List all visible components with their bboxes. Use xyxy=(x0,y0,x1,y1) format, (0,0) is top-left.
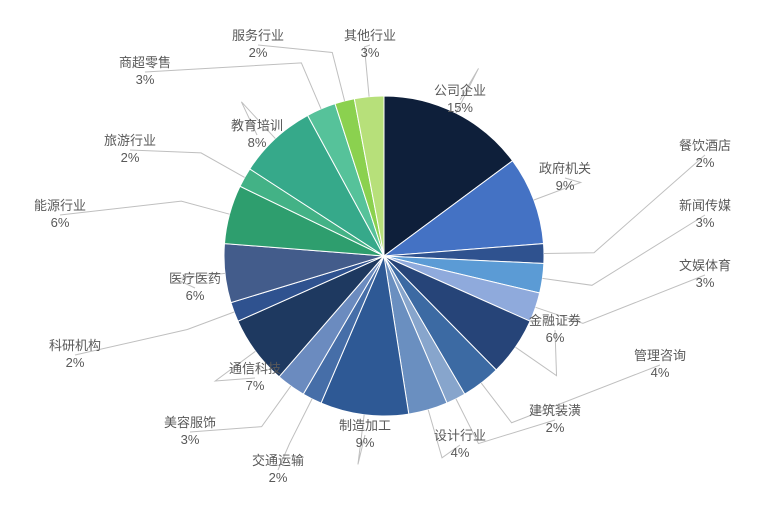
slice-label: 美容服饰3% xyxy=(164,415,216,449)
slice-label-pct: 3% xyxy=(679,275,731,292)
slice-label-name: 教育培训 xyxy=(231,118,283,135)
slice-label-name: 美容服饰 xyxy=(164,415,216,432)
slice-label-name: 新闻传媒 xyxy=(679,198,731,215)
slice-label: 制造加工9% xyxy=(339,418,391,452)
slice-label-pct: 2% xyxy=(679,155,731,172)
slice-label: 金融证券6% xyxy=(529,313,581,347)
slice-label: 设计行业4% xyxy=(434,428,486,462)
slice-label-name: 能源行业 xyxy=(34,198,86,215)
slice-label-name: 服务行业 xyxy=(232,28,284,45)
slice-label-pct: 2% xyxy=(104,150,156,167)
slice-label: 通信科技7% xyxy=(229,361,281,395)
slice-label: 能源行业6% xyxy=(34,198,86,232)
slice-label-pct: 2% xyxy=(252,470,304,487)
slice-label-pct: 2% xyxy=(232,45,284,62)
slice-label-pct: 8% xyxy=(231,135,283,152)
slice-label-pct: 3% xyxy=(679,215,731,232)
slice-label-pct: 6% xyxy=(34,215,86,232)
slice-label-name: 科研机构 xyxy=(49,338,101,355)
slice-label-name: 设计行业 xyxy=(434,428,486,445)
slice-label-pct: 3% xyxy=(164,432,216,449)
slice-label-name: 交通运输 xyxy=(252,453,304,470)
slice-label-pct: 9% xyxy=(539,178,591,195)
slice-label-name: 建筑装潢 xyxy=(529,403,581,420)
slice-label: 新闻传媒3% xyxy=(679,198,731,232)
slice-label-name: 医疗医药 xyxy=(169,271,221,288)
slice-label-name: 政府机关 xyxy=(539,161,591,178)
slice-label-pct: 15% xyxy=(434,100,486,117)
slice-label-name: 金融证券 xyxy=(529,313,581,330)
slice-label: 建筑装潢2% xyxy=(529,403,581,437)
slice-label-name: 商超零售 xyxy=(119,55,171,72)
slice-label-name: 管理咨询 xyxy=(634,348,686,365)
slice-label: 公司企业15% xyxy=(434,83,486,117)
slice-label: 科研机构2% xyxy=(49,338,101,372)
slice-label-pct: 7% xyxy=(229,378,281,395)
slice-label-name: 公司企业 xyxy=(434,83,486,100)
slice-label-name: 通信科技 xyxy=(229,361,281,378)
slice-label-name: 制造加工 xyxy=(339,418,391,435)
pie-chart: 公司企业15%政府机关9%餐饮酒店2%新闻传媒3%文娱体育3%金融证券6%管理咨… xyxy=(0,0,768,512)
slice-label: 旅游行业2% xyxy=(104,133,156,167)
slice-label: 政府机关9% xyxy=(539,161,591,195)
slice-label-pct: 6% xyxy=(169,288,221,305)
slice-label-pct: 3% xyxy=(119,72,171,89)
slice-label-pct: 9% xyxy=(339,435,391,452)
slice-label-pct: 2% xyxy=(49,355,101,372)
slice-label-pct: 3% xyxy=(344,45,396,62)
slice-label-pct: 4% xyxy=(434,445,486,462)
slice-label-pct: 4% xyxy=(634,365,686,382)
slice-label-pct: 6% xyxy=(529,330,581,347)
slice-label-name: 旅游行业 xyxy=(104,133,156,150)
leader-line xyxy=(145,63,321,109)
slice-label-pct: 2% xyxy=(529,420,581,437)
slice-label: 餐饮酒店2% xyxy=(679,138,731,172)
slice-label-name: 文娱体育 xyxy=(679,258,731,275)
slice-label: 交通运输2% xyxy=(252,453,304,487)
slice-label: 管理咨询4% xyxy=(634,348,686,382)
slice-label-name: 其他行业 xyxy=(344,28,396,45)
slice-label: 商超零售3% xyxy=(119,55,171,89)
slice-label: 医疗医药6% xyxy=(169,271,221,305)
slice-label: 文娱体育3% xyxy=(679,258,731,292)
slice-label: 教育培训8% xyxy=(231,118,283,152)
slice-label-name: 餐饮酒店 xyxy=(679,138,731,155)
slice-label: 服务行业2% xyxy=(232,28,284,62)
slice-label: 其他行业3% xyxy=(344,28,396,62)
